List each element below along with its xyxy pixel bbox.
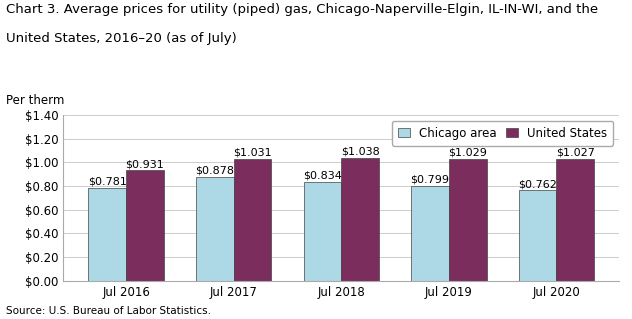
Bar [196,177,234,281]
Text: United States, 2016–20 (as of July): United States, 2016–20 (as of July) [6,32,237,45]
Text: $0.799: $0.799 [411,175,449,185]
Bar [556,159,594,281]
Legend: Chicago area, United States: Chicago area, United States [392,121,614,145]
Text: $0.931: $0.931 [126,159,164,169]
Bar [449,159,487,281]
Text: $0.878: $0.878 [195,166,234,175]
Text: $0.834: $0.834 [303,171,342,181]
Text: $0.781: $0.781 [88,177,127,187]
Bar [88,188,126,281]
Text: $1.031: $1.031 [233,147,272,157]
Text: Per therm: Per therm [6,94,64,107]
Bar [519,190,556,281]
Text: Source: U.S. Bureau of Labor Statistics.: Source: U.S. Bureau of Labor Statistics. [6,306,211,316]
Text: $1.029: $1.029 [448,148,487,158]
Text: $1.027: $1.027 [556,148,595,158]
Text: $1.038: $1.038 [341,146,379,157]
Bar [341,158,379,281]
Bar [303,182,341,281]
Bar [126,170,164,281]
Bar [411,186,449,281]
Text: Chart 3. Average prices for utility (piped) gas, Chicago-Naperville-Elgin, IL-IN: Chart 3. Average prices for utility (pip… [6,3,599,16]
Text: $0.762: $0.762 [518,179,557,189]
Bar [234,159,271,281]
